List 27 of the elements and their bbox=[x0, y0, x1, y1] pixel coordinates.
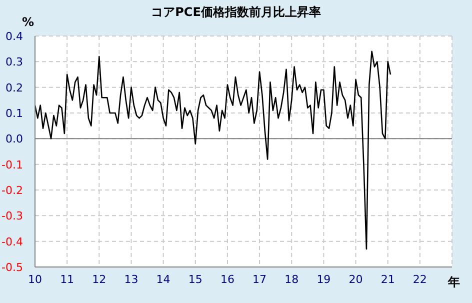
y-tick-label: 0.3 bbox=[6, 56, 23, 69]
y-tick-label: -0.4 bbox=[2, 235, 23, 248]
x-axis-title: 年 bbox=[448, 274, 460, 291]
y-tick-label: 0.2 bbox=[6, 81, 23, 94]
x-tick-label: 16 bbox=[220, 272, 234, 286]
x-tick-label: 11 bbox=[60, 272, 74, 286]
x-tick-label: 10 bbox=[28, 272, 42, 286]
y-tick-label: -0.5 bbox=[2, 261, 23, 274]
y-tick-label: 0.0 bbox=[6, 132, 23, 146]
x-tick-label: 20 bbox=[348, 272, 363, 286]
y-tick-label: -0.3 bbox=[2, 210, 23, 223]
y-axis-title: % bbox=[22, 15, 34, 29]
chart-title: コアPCE価格指数前月比上昇率 bbox=[151, 5, 321, 19]
x-tick-label: 19 bbox=[316, 272, 331, 286]
x-tick-label: 18 bbox=[284, 272, 299, 286]
x-tick-label: 22 bbox=[412, 272, 427, 286]
y-tick-label: -0.2 bbox=[2, 184, 23, 197]
y-tick-label: -0.1 bbox=[2, 158, 23, 172]
y-tick-label: 0.4 bbox=[6, 30, 23, 43]
line-series bbox=[35, 50, 392, 250]
x-tick-label: 21 bbox=[380, 272, 395, 286]
x-tick-label: 15 bbox=[188, 272, 202, 286]
x-tick-label: 17 bbox=[252, 272, 267, 286]
x-tick-label: 12 bbox=[92, 272, 106, 286]
x-tick-label: 14 bbox=[156, 272, 170, 286]
y-tick-label: 0.1 bbox=[6, 107, 23, 120]
x-tick-label: 13 bbox=[124, 272, 138, 286]
